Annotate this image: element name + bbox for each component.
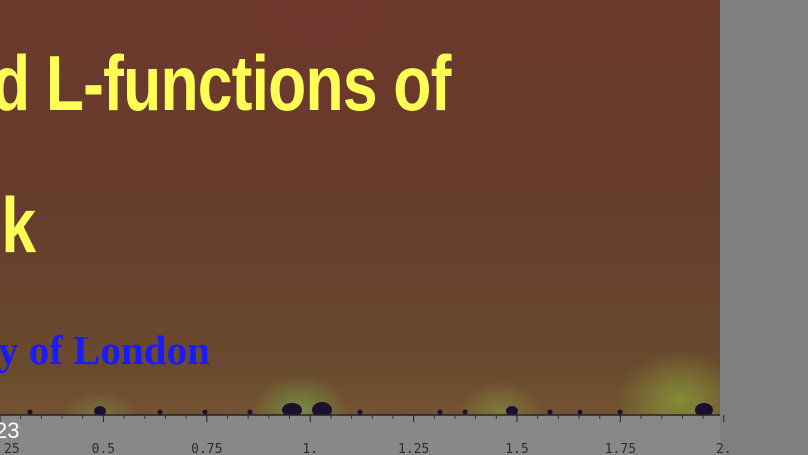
axis-ticks: 25 0.5 0.75 1. 1.25 1.5 1.75 2.	[0, 415, 732, 455]
slide-number: 23	[0, 418, 20, 443]
zero-markers	[27, 402, 713, 418]
slide-canvas: d L-functions of nk y of London 25 0.5 0.7…	[0, 0, 732, 455]
axis-strip: 25 0.5 0.75 1. 1.25 1.5 1.75 2.	[0, 402, 732, 455]
axis-tick-label: 1.	[302, 442, 318, 455]
axis-tick-label: 0.5	[92, 442, 115, 455]
axis-tick-label: 1.25	[398, 442, 429, 455]
title-line-1: d L-functions of	[0, 39, 451, 127]
axis-tick-label: 1.75	[605, 442, 636, 455]
axis-band	[0, 415, 720, 455]
axis-tick-label: 1.5	[505, 442, 528, 455]
axis-tick-label: 2.	[716, 442, 732, 455]
axis-tick-label: 25	[4, 442, 20, 455]
affiliation-text: y of London	[0, 327, 210, 373]
axis-tick-label: 0.75	[191, 442, 222, 455]
title-line-2: nk	[0, 181, 36, 269]
